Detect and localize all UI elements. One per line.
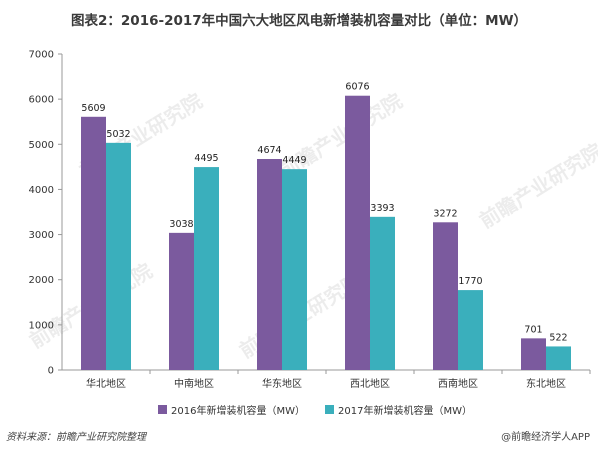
source-note: 资料来源：前瞻产业研究院整理 — [6, 432, 146, 443]
y-tick-label: 3000 — [29, 230, 54, 241]
x-tick-label: 西南地区 — [438, 377, 478, 390]
bar — [345, 95, 370, 370]
legend-swatch-2017 — [325, 405, 334, 414]
data-label: 5609 — [81, 103, 105, 114]
x-tick-label: 西北地区 — [350, 377, 390, 390]
y-tick-label: 1000 — [29, 320, 54, 331]
data-label: 4449 — [282, 155, 306, 166]
brand-credit: @前瞻经济学人APP — [501, 432, 590, 443]
data-label: 1770 — [458, 276, 482, 287]
x-tick-label: 华东地区 — [262, 377, 302, 390]
bar — [546, 346, 571, 370]
x-tick-label: 华北地区 — [86, 377, 126, 390]
bar — [458, 290, 483, 370]
bar — [194, 167, 219, 370]
data-label: 522 — [549, 332, 567, 343]
bar — [282, 169, 307, 370]
data-label: 4495 — [194, 153, 218, 164]
data-label: 4674 — [257, 145, 281, 156]
y-tick-label: 0 — [48, 366, 54, 377]
data-label: 5032 — [106, 129, 130, 140]
bar — [81, 116, 106, 370]
legend-label-2016: 2016年新增装机容量（MW） — [171, 406, 305, 417]
bar-chart: 0 1000 2000 3000 4000 5000 6000 7000 5609 5032 华北地… — [29, 50, 591, 390]
y-tick-label: 6000 — [29, 95, 54, 106]
legend-label-2017: 2017年新增装机容量（MW） — [338, 406, 472, 417]
legend-swatch-2016 — [158, 405, 167, 414]
bar — [106, 142, 131, 370]
bar — [169, 232, 194, 370]
data-label: 701 — [524, 324, 542, 335]
bar — [257, 159, 282, 370]
chart-title: 图表2：2016-2017年中国六大地区风电新增装机容量对比（单位：MW） — [71, 13, 527, 29]
y-tick-label: 7000 — [29, 50, 54, 61]
data-label: 3393 — [370, 203, 394, 214]
data-label: 3038 — [169, 219, 193, 230]
bar — [521, 338, 546, 370]
y-tick-label: 2000 — [29, 275, 54, 286]
y-tick-label: 5000 — [29, 140, 54, 151]
legend-item-2017: 2017年新增装机容量（MW） — [325, 402, 472, 417]
x-tick-label: 中南地区 — [174, 377, 214, 390]
bar — [433, 222, 458, 370]
data-label: 6076 — [345, 82, 369, 93]
y-tick-label: 4000 — [29, 185, 54, 196]
bar — [370, 216, 395, 370]
legend: 2016年新增装机容量（MW） 2017年新增装机容量（MW） — [0, 402, 598, 417]
x-tick-label: 东北地区 — [526, 377, 566, 390]
legend-item-2016: 2016年新增装机容量（MW） — [158, 402, 305, 417]
data-label: 3272 — [433, 208, 457, 219]
